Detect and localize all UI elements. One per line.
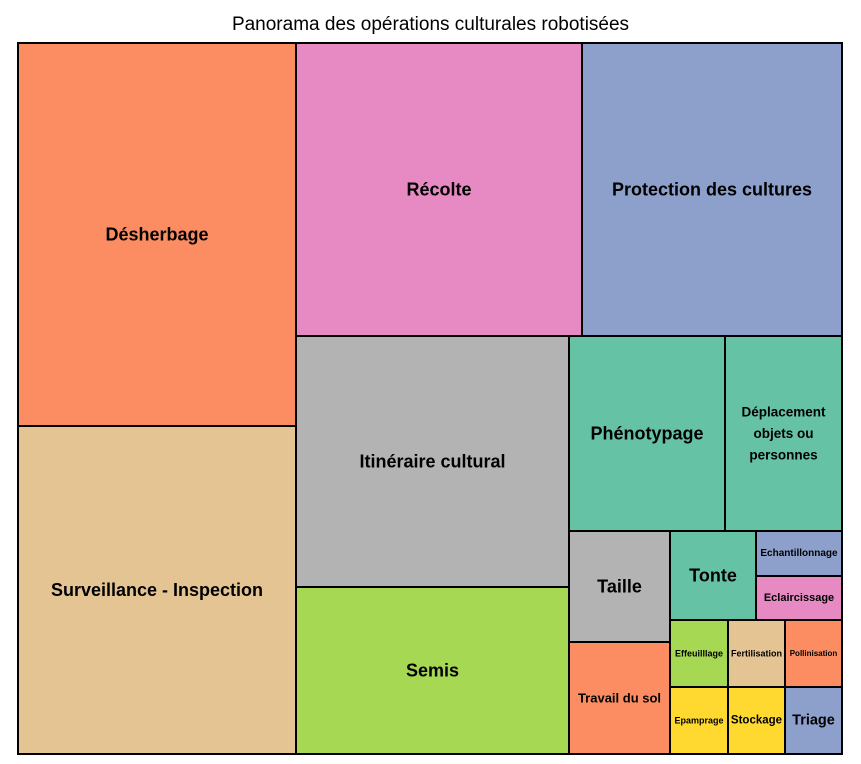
tile-stockage: Stockage	[727, 686, 786, 755]
tile-taille: Taille	[568, 530, 671, 643]
tile-rect	[17, 425, 297, 755]
tile-rect	[724, 335, 843, 532]
tile-label: Itinéraire cultural	[359, 452, 505, 472]
tile-travail-du-sol: Travail du sol	[568, 641, 671, 755]
tile-label: Epamprage	[674, 716, 723, 726]
tile-label: Désherbage	[105, 225, 208, 245]
tile-effeuilllage: Effeuilllage	[669, 619, 729, 688]
tile-label: Protection des cultures	[612, 180, 812, 200]
tile-semis: Semis	[295, 586, 570, 755]
tile-epamprage: Epamprage	[669, 686, 729, 755]
tile-label: Travail du sol	[578, 691, 661, 706]
tile-label: Récolte	[406, 180, 471, 200]
tile-rect	[568, 641, 671, 755]
tile-label: Fertilisation	[731, 649, 782, 659]
tile-label: Triage	[792, 713, 835, 729]
tile-rect	[669, 530, 757, 621]
tile-rect	[727, 686, 786, 755]
tile-desherbage: Désherbage	[17, 42, 297, 427]
tile-eclaircissage: Eclaircissage	[755, 575, 843, 621]
chart-title: Panorama des opérations culturales robot…	[231, 14, 630, 35]
tile-fertilisation: Fertilisation	[727, 619, 786, 688]
tile-label: Pollinisation	[790, 649, 838, 658]
tile-label: Echantillonnage	[760, 548, 838, 559]
tile-rect	[295, 586, 570, 755]
tile-protection-des-cultures: Protection des cultures	[581, 42, 843, 337]
tile-label: Stockage	[731, 715, 782, 727]
tile-rect	[784, 686, 843, 755]
tile-rect	[295, 335, 570, 588]
tile-label: Surveillance - Inspection	[51, 580, 263, 600]
tile-label: Taille	[597, 577, 642, 597]
tile-recolte: Récolte	[295, 42, 583, 337]
tile-rect	[581, 42, 843, 337]
tile-label: Phénotypage	[590, 424, 703, 444]
tile-rect	[727, 619, 786, 688]
tile-rect	[568, 335, 726, 532]
tile-tonte: Tonte	[669, 530, 757, 621]
tile-surveillance-inspection: Surveillance - Inspection	[17, 425, 297, 755]
tile-phenotypage: Phénotypage	[568, 335, 726, 532]
tile-label: Déplacement objets ou personnes	[741, 404, 826, 462]
tile-itineraire-cultural: Itinéraire cultural	[295, 335, 570, 588]
tile-triage: Triage	[784, 686, 843, 755]
tile-deplacement-objets-ou-personnes: Déplacement objets ou personnes	[724, 335, 843, 532]
tile-label: Semis	[406, 661, 459, 681]
tile-rect	[784, 619, 843, 688]
tile-label: Tonte	[689, 566, 737, 586]
tile-rect	[669, 619, 729, 688]
tile-echantillonnage: Echantillonnage	[755, 530, 843, 577]
tile-label: Eclaircissage	[764, 592, 834, 604]
tile-label: Effeuilllage	[675, 649, 723, 659]
tile-pollinisation: Pollinisation	[784, 619, 843, 688]
tile-rect	[755, 575, 843, 621]
tile-rect	[568, 530, 671, 643]
